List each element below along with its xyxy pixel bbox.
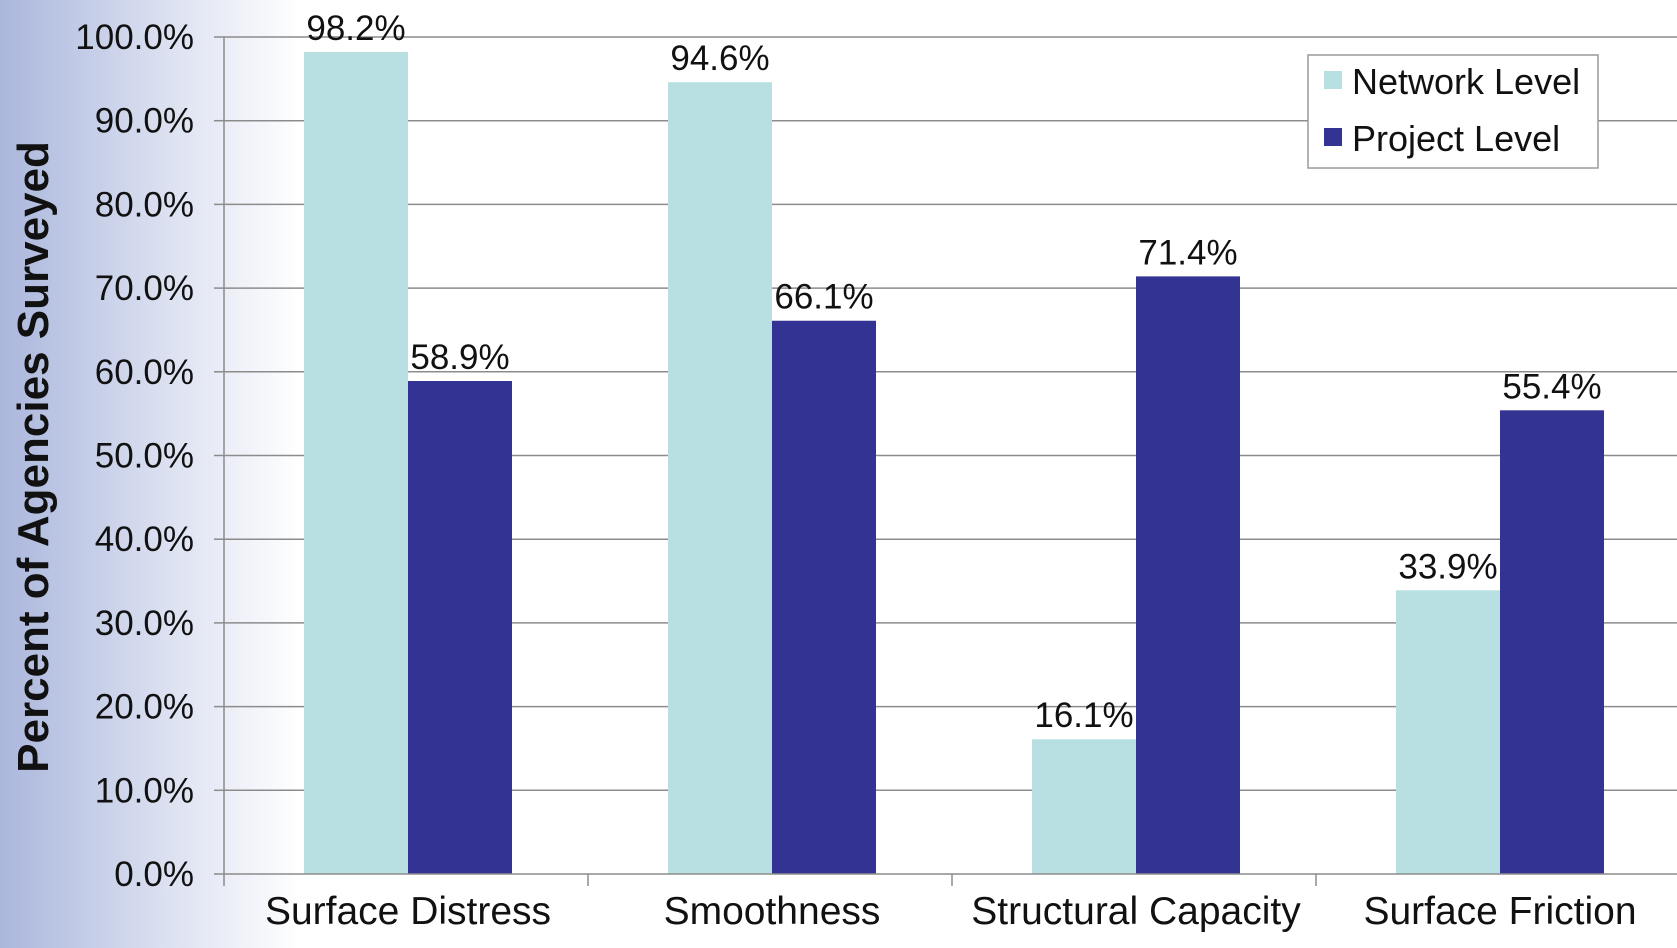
y-tick-label: 20.0% <box>95 688 194 727</box>
y-tick-label: 10.0% <box>95 771 194 810</box>
bar-network <box>304 52 408 875</box>
bar-network <box>1032 739 1136 874</box>
legend-swatch <box>1324 71 1342 89</box>
y-tick-label: 90.0% <box>95 102 194 141</box>
legend-box <box>1307 54 1599 169</box>
y-tick-label: 70.0% <box>95 269 194 308</box>
data-label: 33.9% <box>1398 547 1497 586</box>
bar-project <box>772 320 876 874</box>
legend: Network Level Project Level <box>1307 54 1599 169</box>
bar-project <box>408 381 512 874</box>
data-label: 94.6% <box>670 39 769 78</box>
data-label: 66.1% <box>774 278 873 317</box>
axes: 0.0% 10.0% 20.0% 30.0% 40.0% 50.0% 60.0% 70.0% 8… <box>75 18 1677 933</box>
y-tick-label: 60.0% <box>95 353 194 392</box>
bar-network <box>668 82 772 874</box>
data-label: 55.4% <box>1502 367 1601 406</box>
y-tick-label: 40.0% <box>95 520 194 559</box>
bar-network <box>1396 590 1500 874</box>
y-tick-label: 80.0% <box>95 185 194 224</box>
data-label: 98.2% <box>306 9 405 48</box>
data-label: 58.9% <box>410 338 509 377</box>
legend-swatch <box>1324 128 1342 146</box>
x-category-label: Structural Capacity <box>971 890 1301 933</box>
bars <box>304 52 1604 875</box>
y-tick-label: 100.0% <box>75 18 194 57</box>
x-category-label: Surface Distress <box>265 890 551 933</box>
y-tick-label: 0.0% <box>114 855 194 894</box>
y-tick-label: 30.0% <box>95 604 194 643</box>
legend-label: Network Level <box>1352 61 1580 102</box>
bar-project <box>1136 276 1240 875</box>
x-category-label: Smoothness <box>664 890 881 933</box>
x-category-label: Surface Friction <box>1363 890 1636 933</box>
bar-project <box>1500 410 1604 874</box>
data-label: 71.4% <box>1138 233 1237 272</box>
legend-label: Project Level <box>1352 118 1560 159</box>
y-axis-title: Percent of Agencies Surveyed <box>9 141 58 773</box>
data-label: 16.1% <box>1034 696 1133 735</box>
data-labels: 98.2% 94.6% 16.1% 33.9% 58.9% 66.1% 71.4% 55.4% <box>306 9 1601 735</box>
y-tick-label: 50.0% <box>95 437 194 476</box>
